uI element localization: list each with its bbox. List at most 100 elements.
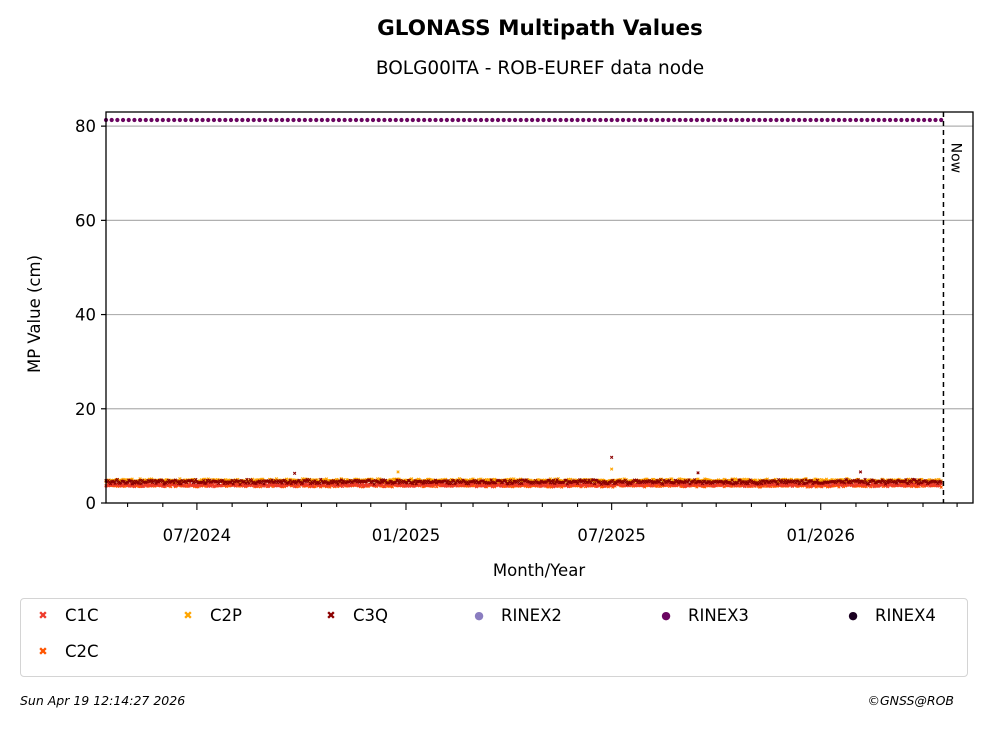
point-c3q (661, 482, 665, 486)
point-c3q (115, 477, 120, 482)
point-rinex3 (115, 117, 120, 123)
point-c3q (796, 479, 800, 483)
point-c1c (742, 484, 747, 489)
point-rinex3 (507, 117, 512, 123)
axis-layer: 0 20 40 60 80 07/2024 01/2025 07/2025 01/2026 (75, 117, 958, 545)
point-rinex3 (887, 117, 893, 123)
point-c3q (578, 478, 582, 482)
point-c3q (575, 481, 580, 486)
point-rinex3 (490, 117, 495, 123)
point-rinex3 (728, 117, 734, 123)
point-rinex3 (825, 117, 830, 123)
x-tick-label: 01/2025 (372, 526, 441, 545)
point-c3q (586, 480, 590, 485)
point-c3q (677, 481, 681, 485)
point-c1c (382, 484, 387, 489)
point-c1c (128, 484, 132, 488)
point-rinex3 (495, 117, 501, 123)
point-c3q (895, 481, 899, 485)
point-c3q (550, 480, 555, 485)
point-rinex3 (245, 117, 251, 123)
point-rinex3 (575, 117, 580, 123)
point-c3q (129, 479, 133, 483)
point-rinex3 (694, 117, 699, 123)
point-c3q (903, 480, 907, 484)
point-c3q (413, 479, 417, 483)
point-rinex3 (723, 117, 728, 123)
point-c1c (249, 483, 254, 488)
legend-marker-icon: ● (474, 609, 484, 622)
point-rinex3 (859, 117, 864, 123)
point-c3q (231, 482, 235, 486)
legend-label: C2P (210, 606, 242, 625)
point-c3q (682, 480, 687, 485)
point-c1c (912, 483, 916, 488)
point-rinex3 (155, 117, 160, 123)
point-c3q (394, 480, 398, 484)
point-c3q (909, 480, 914, 484)
point-rinex3 (774, 117, 779, 123)
point-rinex3 (314, 117, 319, 123)
point-rinex3 (461, 117, 467, 123)
point-c1c (705, 483, 709, 487)
point-rinex3 (274, 117, 279, 123)
point-c3q (775, 482, 780, 486)
point-c1c (483, 484, 488, 488)
point-c1c (499, 484, 504, 488)
point-rinex3 (643, 117, 648, 123)
point-c2c (837, 485, 841, 489)
point-c3q (280, 481, 284, 485)
point-c3q (202, 478, 206, 483)
point-rinex3 (410, 117, 415, 123)
legend-item-rinex2: ● RINEX2 (469, 606, 562, 625)
point-rinex3 (842, 117, 847, 123)
point-rinex3 (904, 117, 910, 123)
point-rinex3 (217, 117, 222, 123)
point-c3q (414, 482, 418, 486)
point-rinex3 (365, 117, 370, 123)
point-c3q (130, 482, 134, 486)
point-rinex3 (569, 117, 574, 123)
point-rinex3 (387, 117, 393, 123)
point-c1c (311, 484, 315, 488)
point-c3q (378, 481, 382, 485)
legend-label: C3Q (353, 606, 389, 625)
now-marker-label: Now (947, 143, 963, 174)
point-c1c (292, 485, 297, 489)
point-c3q (319, 477, 323, 482)
point-rinex3 (126, 117, 131, 123)
point-c1c (806, 483, 810, 488)
point-rinex3 (626, 117, 631, 123)
point-rinex3 (899, 117, 904, 123)
legend-item-c2c: ✖ C2C (33, 642, 98, 661)
point-rinex3 (501, 117, 506, 123)
point-c3q (602, 479, 606, 484)
point-c3q (405, 481, 409, 485)
point-c1c (714, 484, 718, 488)
point-c3q (856, 478, 860, 482)
point-rinex3 (939, 117, 944, 123)
point-c3q (336, 482, 340, 486)
plot-frame (105, 111, 974, 504)
point-c3q (262, 482, 266, 486)
point-rinex3 (416, 117, 421, 123)
point-rinex3 (598, 117, 603, 123)
point-c3q (784, 481, 789, 485)
point-rinex3 (689, 117, 694, 123)
point-rinex3 (751, 117, 756, 123)
point-rinex3 (484, 117, 489, 123)
x-tick-label: 01/2026 (786, 526, 855, 545)
point-rinex3 (734, 117, 739, 123)
point-c1c (790, 484, 795, 488)
point-rinex3 (120, 117, 126, 123)
point-rinex3 (547, 117, 552, 123)
point-c3q (466, 482, 471, 486)
point-rinex3 (660, 117, 665, 123)
point-rinex3 (405, 117, 410, 123)
point-rinex3 (342, 117, 347, 123)
chart-subtitle: BOLG00ITA - ROB-EUREF data node (375, 58, 705, 79)
point-c3q (589, 481, 593, 485)
point-c3q (178, 479, 182, 483)
point-rinex3 (211, 117, 217, 123)
legend-label: C1C (65, 606, 99, 625)
